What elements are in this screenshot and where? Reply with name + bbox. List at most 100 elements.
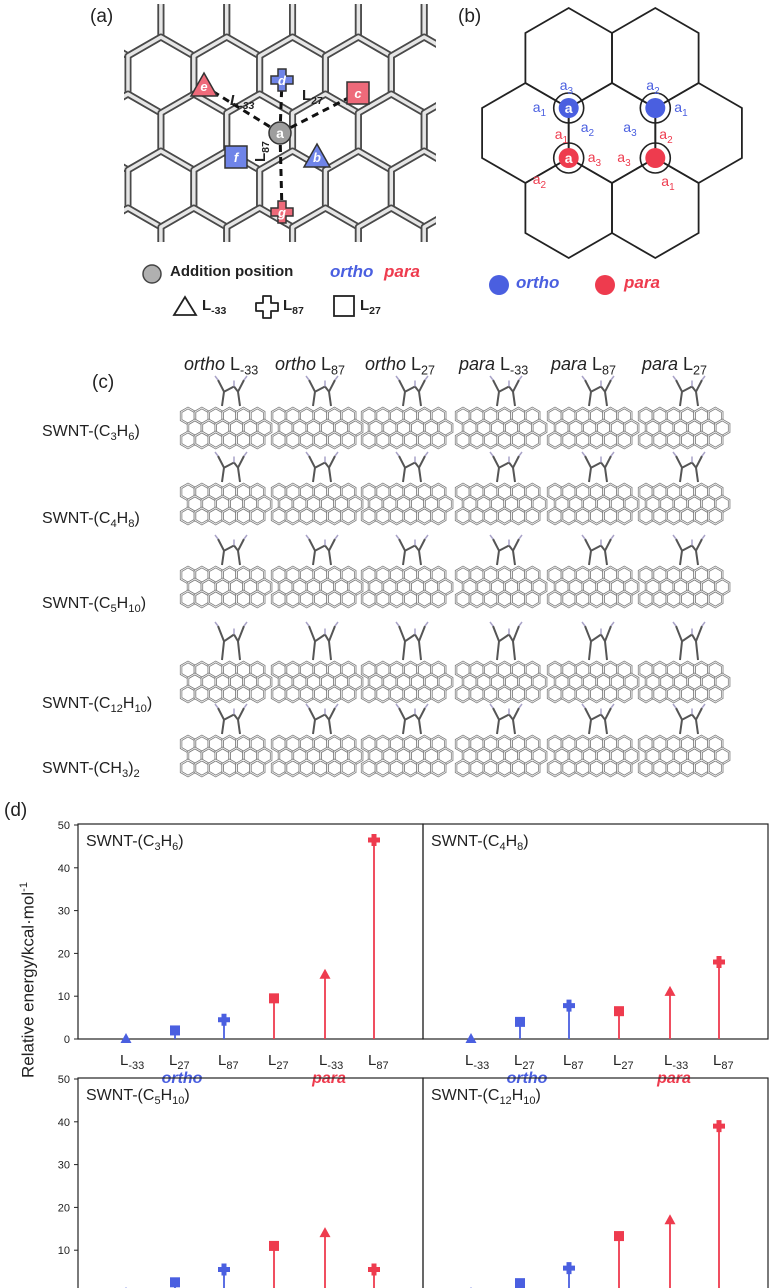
x-tick-label: L27 [613,1052,634,1072]
molecule-4-4 [546,703,640,778]
molecule-0-3 [454,375,548,450]
molecule-4-0 [179,703,273,778]
molecule-3-4 [546,621,640,704]
point-square [269,993,279,1004]
column-header-4: para L87 [551,354,617,378]
chart-panel-title: SWNT-(C4H8) [431,833,529,853]
legend-b-para: para [624,273,660,292]
y-tick-label: 50 [58,1074,70,1086]
panel-label-b: (b) [458,6,482,27]
svg-text:d: d [278,73,287,88]
chart-panel-0: 0 10 20 30 40 50 SWNT-(C3H6) L-33 L27 L87 L27 L-33 L… [58,820,424,1087]
y-tick-label: 30 [58,1160,70,1172]
molecule-4-5 [637,703,731,778]
molecule-0-5 [637,375,731,450]
molecule-1-1 [270,451,364,526]
point-triangle [319,1227,331,1238]
point-triangle [120,1033,132,1043]
para-atom-b [639,142,672,174]
triangle-icon [172,295,198,316]
point-triangle [664,1214,676,1225]
chart-panel-title: SWNT-(C5H10) [86,1087,190,1107]
legend-para-label: para [384,262,420,281]
molecule-0-2 [360,375,454,450]
x-tick-label: L-33 [465,1052,489,1072]
marker-g: g [270,200,294,224]
legend-b-ortho: ortho [516,273,560,292]
row-label-3: SWNT-(C12H10) [42,695,153,716]
energy-chart: 0 10 20 30 40 50 SWNT-(C3H6) L-33 L27 L87 L27 L-33 L… [58,820,769,1288]
molecule-2-3 [454,534,548,609]
nanotube-lattice [124,4,436,242]
bond-lines [203,79,359,213]
legend-addition-position: Addition position [170,263,294,280]
chart-panel-2: 01020304050SWNT-(C5H10)L-33L27L87L27L-33… [58,1074,424,1288]
point-plus [563,999,575,1012]
molecule-0-0 [179,375,273,450]
chart-panel-title: SWNT-(C12H10) [431,1087,541,1107]
y-tick-label: 20 [58,1202,70,1214]
x-tick-label: L87 [368,1052,389,1072]
ortho-atom-a: a [552,92,585,124]
marker-c: c [346,81,370,105]
molecule-1-2 [360,451,454,526]
svg-text:b: b [313,150,321,165]
molecule-4-1 [270,703,364,778]
molecule-2-0 [179,534,273,609]
marker-e: e [189,71,219,97]
molecule-4-3 [454,703,548,778]
molecule-2-4 [546,534,640,609]
x-tick-label: L27 [169,1052,190,1072]
molecule-1-0 [179,451,273,526]
addition-atom: a [268,121,292,145]
y-tick-label: 20 [58,948,70,960]
plus-icon [255,295,279,319]
para-dot-icon [595,275,615,295]
point-square [170,1277,180,1288]
y-tick-label: 10 [58,1245,70,1257]
legend-l27: L27 [360,297,381,317]
legend-ortho-label: ortho [330,262,374,281]
point-square [170,1025,180,1036]
point-plus [218,1013,230,1026]
column-header-2: ortho L27 [365,354,436,378]
y-tick-label: 50 [58,820,70,832]
point-square [614,1006,624,1017]
svg-text:g: g [277,205,286,220]
row-label-4: SWNT-(CH3)2 [42,760,140,781]
x-tick-label: L27 [268,1052,289,1072]
svg-text:c: c [354,86,362,101]
y-tick-label: 40 [58,863,70,875]
molecule-1-3 [454,451,548,526]
x-tick-label: L87 [218,1052,239,1072]
column-header-0: ortho L-33 [184,354,259,378]
svg-text:a: a [565,100,573,116]
y-tick-label: 10 [58,991,70,1003]
x-tick-label: L-33 [664,1052,688,1072]
para-atom-a: a [552,142,585,174]
ortho-atom-b [639,92,672,124]
point-triangle [465,1033,477,1043]
point-square [515,1016,525,1027]
marker-d: d [270,68,294,92]
column-header-1: ortho L87 [275,354,346,378]
column-headers: ortho L-33 ortho L87 ortho L27 para L-33 par… [0,354,774,384]
molecule-3-5 [637,621,731,704]
marker-f: f [224,145,248,169]
svg-text:e: e [200,79,207,94]
x-tick-label: L-33 [120,1052,144,1072]
x-tick-label: L-33 [319,1052,343,1072]
chart-panel-3: SWNT-(C12H10)L-33L27L87L27L-33L87orthopa… [422,1077,769,1288]
point-square [614,1231,624,1242]
molecule-0-4 [546,375,640,450]
svg-text:f: f [234,150,240,165]
point-triangle [319,968,331,979]
point-square [515,1278,525,1288]
point-plus [713,1120,725,1133]
svg-text:a: a [565,150,573,166]
panel-label-d: (d) [4,800,28,821]
y-tick-label: 40 [58,1117,70,1129]
molecule-0-1 [270,375,364,450]
svg-text:a: a [276,125,284,141]
